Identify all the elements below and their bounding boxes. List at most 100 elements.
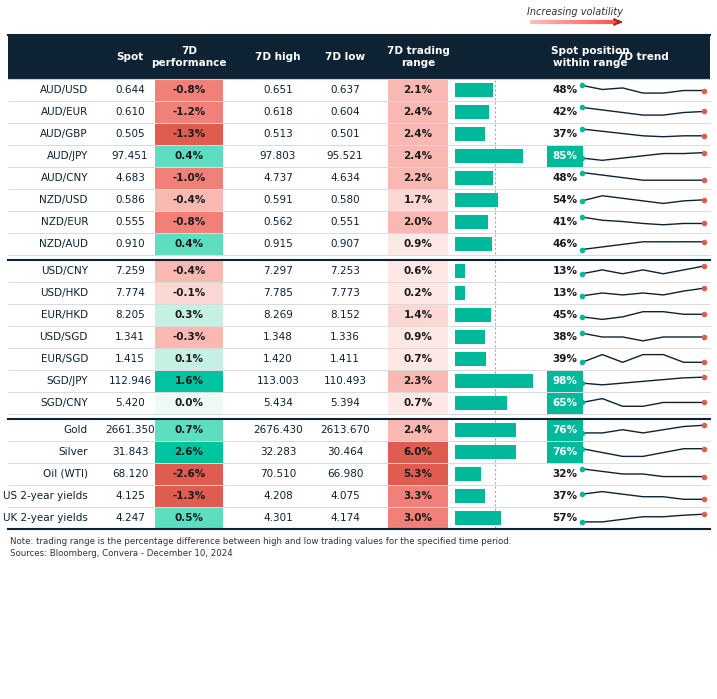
Text: 68.120: 68.120 (112, 469, 148, 479)
Bar (455, 127, 485, 141)
Text: -0.8%: -0.8% (172, 217, 206, 227)
Text: 4.208: 4.208 (263, 491, 293, 501)
Bar (388, 124, 448, 145)
Text: 0.555: 0.555 (115, 217, 145, 227)
Text: 1.348: 1.348 (263, 332, 293, 342)
Text: 0.4%: 0.4% (174, 239, 204, 249)
Text: 0.651: 0.651 (263, 85, 293, 95)
Text: Increasing volatility: Increasing volatility (527, 7, 623, 17)
Text: 48%: 48% (552, 85, 578, 95)
Text: 2.4%: 2.4% (404, 129, 432, 139)
Text: 7.259: 7.259 (115, 266, 145, 276)
Bar (547, 442, 583, 463)
Text: NZD/AUD: NZD/AUD (39, 239, 88, 249)
Text: Spot: Spot (116, 52, 143, 62)
Text: 65%: 65% (553, 398, 577, 408)
Bar (455, 511, 500, 525)
Text: 7D
performance: 7D performance (151, 46, 227, 69)
Text: NZD/USD: NZD/USD (39, 195, 88, 205)
Text: 7D trading
range: 7D trading range (386, 46, 450, 69)
Text: EUR/SGD: EUR/SGD (41, 354, 88, 364)
Text: AUD/JPY: AUD/JPY (47, 151, 88, 161)
Bar (455, 193, 498, 207)
Text: 37%: 37% (552, 491, 578, 501)
Text: USD/SGD: USD/SGD (39, 332, 88, 342)
Text: 5.434: 5.434 (263, 398, 293, 408)
Bar (455, 149, 523, 163)
Text: 3.0%: 3.0% (404, 513, 432, 523)
Text: 2.0%: 2.0% (404, 217, 432, 227)
Text: 13%: 13% (553, 266, 577, 276)
Bar (547, 393, 583, 414)
Text: Note: trading range is the percentage difference between high and low trading va: Note: trading range is the percentage di… (10, 537, 511, 546)
Bar (388, 168, 448, 189)
Text: 31.843: 31.843 (112, 447, 148, 457)
Bar (388, 370, 448, 391)
Bar (388, 261, 448, 282)
Bar (388, 463, 448, 484)
Text: 8.269: 8.269 (263, 310, 293, 320)
Text: -1.3%: -1.3% (172, 491, 206, 501)
Text: 0.610: 0.610 (115, 107, 145, 117)
Text: 76%: 76% (552, 425, 578, 435)
Text: 46%: 46% (552, 239, 578, 249)
Bar (455, 237, 492, 251)
Text: 7D trend: 7D trend (617, 52, 669, 62)
Text: 2613.670: 2613.670 (320, 425, 370, 435)
Text: 0.4%: 0.4% (174, 151, 204, 161)
Text: 85%: 85% (553, 151, 577, 161)
Text: 4.174: 4.174 (330, 513, 360, 523)
Bar (455, 83, 493, 97)
Bar (155, 349, 223, 370)
Bar (388, 393, 448, 414)
Text: 7.773: 7.773 (330, 288, 360, 298)
Bar (455, 489, 485, 503)
Bar (547, 419, 583, 440)
Text: 5.3%: 5.3% (404, 469, 432, 479)
Text: 0.513: 0.513 (263, 129, 293, 139)
Text: 1.420: 1.420 (263, 354, 293, 364)
Bar (455, 105, 488, 119)
Text: 7.253: 7.253 (330, 266, 360, 276)
Text: 48%: 48% (552, 173, 578, 183)
Bar (388, 507, 448, 528)
Bar (455, 374, 533, 388)
Bar (155, 507, 223, 528)
Text: 6.0%: 6.0% (404, 447, 432, 457)
Text: 7.785: 7.785 (263, 288, 293, 298)
Text: SGD/JPY: SGD/JPY (47, 376, 88, 386)
Text: 0.644: 0.644 (115, 85, 145, 95)
Text: 4.301: 4.301 (263, 513, 293, 523)
Text: Spot position
within range: Spot position within range (551, 46, 630, 69)
Bar (455, 445, 516, 459)
Text: AUD/EUR: AUD/EUR (41, 107, 88, 117)
Text: 42%: 42% (552, 107, 578, 117)
Text: 1.415: 1.415 (115, 354, 145, 364)
Text: 57%: 57% (552, 513, 578, 523)
Text: 0.7%: 0.7% (174, 425, 204, 435)
Text: 2.2%: 2.2% (404, 173, 432, 183)
Text: 5.420: 5.420 (115, 398, 145, 408)
Bar (155, 326, 223, 347)
Text: 66.980: 66.980 (327, 469, 364, 479)
Text: 2.3%: 2.3% (404, 376, 432, 386)
Text: USD/HKD: USD/HKD (40, 288, 88, 298)
Bar (155, 442, 223, 463)
Bar (155, 80, 223, 101)
Text: 0.1%: 0.1% (174, 354, 204, 364)
Text: NZD/EUR: NZD/EUR (40, 217, 88, 227)
Bar (455, 286, 465, 300)
Text: 95.521: 95.521 (327, 151, 364, 161)
Text: 97.451: 97.451 (112, 151, 148, 161)
Text: 2661.350: 2661.350 (105, 425, 155, 435)
Text: -1.0%: -1.0% (172, 173, 206, 183)
Text: 0.0%: 0.0% (174, 398, 204, 408)
Text: 0.580: 0.580 (331, 195, 360, 205)
Bar (455, 396, 507, 410)
Text: -2.6%: -2.6% (172, 469, 206, 479)
Text: 0.551: 0.551 (330, 217, 360, 227)
Bar (155, 124, 223, 145)
Text: EUR/HKD: EUR/HKD (41, 310, 88, 320)
Text: -0.8%: -0.8% (172, 85, 206, 95)
Text: 0.604: 0.604 (331, 107, 360, 117)
